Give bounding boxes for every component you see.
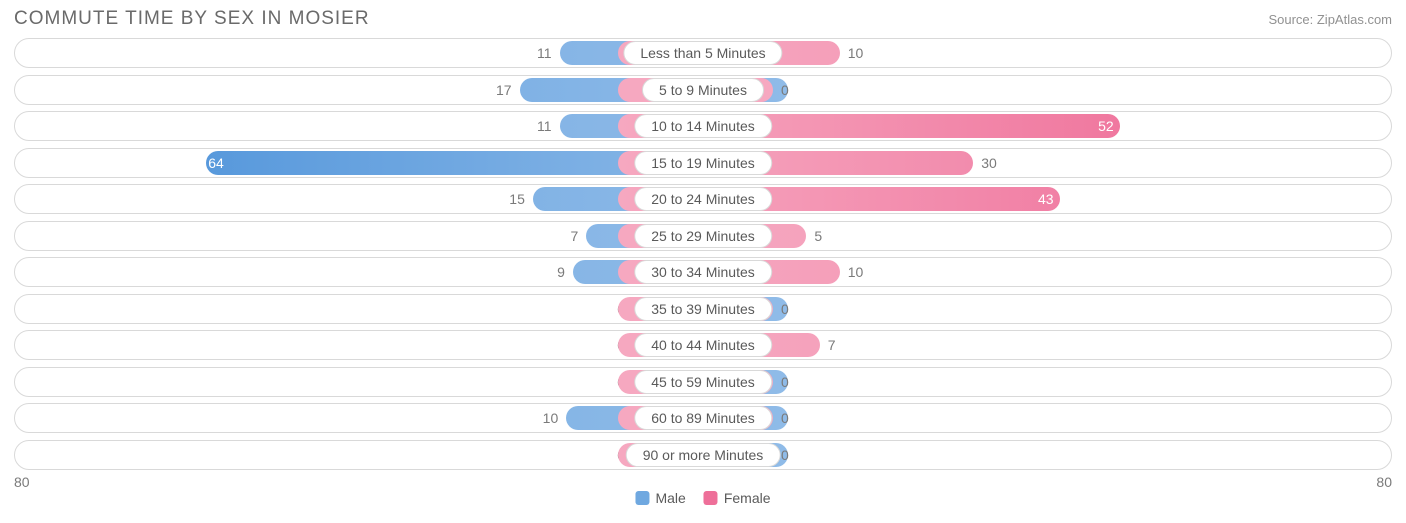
- legend-female-label: Female: [724, 490, 771, 506]
- chart-row: 9 10 30 to 34 Minutes: [14, 257, 1392, 287]
- axis-left-label: 80: [14, 474, 30, 490]
- female-value: 5: [814, 228, 822, 244]
- legend-male-swatch: [635, 491, 649, 505]
- chart-row: 64 30 15 to 19 Minutes: [14, 148, 1392, 178]
- category-label: 35 to 39 Minutes: [634, 297, 772, 321]
- chart-row: 10 0 60 to 89 Minutes: [14, 403, 1392, 433]
- category-label: 45 to 59 Minutes: [634, 370, 772, 394]
- chart-row: 17 0 5 to 9 Minutes: [14, 75, 1392, 105]
- male-value: 17: [496, 82, 512, 98]
- female-value: 0: [781, 82, 789, 98]
- male-value: 64: [208, 155, 224, 171]
- female-value: 10: [848, 264, 864, 280]
- female-value: 0: [781, 374, 789, 390]
- legend-male: Male: [635, 490, 685, 506]
- legend-female: Female: [704, 490, 771, 506]
- female-value: 43: [1038, 191, 1054, 207]
- category-label: 60 to 89 Minutes: [634, 406, 772, 430]
- chart-row: 11 52 10 to 14 Minutes: [14, 111, 1392, 141]
- female-value: 10: [848, 45, 864, 61]
- male-value: 11: [537, 45, 552, 61]
- chart-row: 7 5 25 to 29 Minutes: [14, 221, 1392, 251]
- chart-row: 0045 to 59 Minutes: [14, 367, 1392, 397]
- female-value: 0: [781, 410, 789, 426]
- female-value: 30: [981, 155, 997, 171]
- legend-male-label: Male: [655, 490, 685, 506]
- category-label: 10 to 14 Minutes: [634, 114, 772, 138]
- chart-row: 15 43 20 to 24 Minutes: [14, 184, 1392, 214]
- male-value: 10: [543, 410, 559, 426]
- category-label: 25 to 29 Minutes: [634, 224, 772, 248]
- category-label: 40 to 44 Minutes: [634, 333, 772, 357]
- chart-title: COMMUTE TIME BY SEX IN MOSIER: [14, 8, 370, 30]
- female-value: 52: [1098, 118, 1114, 134]
- legend-female-swatch: [704, 491, 718, 505]
- category-label: 30 to 34 Minutes: [634, 260, 772, 284]
- category-label: 90 or more Minutes: [626, 443, 781, 467]
- chart-row: 0740 to 44 Minutes: [14, 330, 1392, 360]
- category-label: Less than 5 Minutes: [623, 41, 782, 65]
- category-label: 5 to 9 Minutes: [642, 78, 764, 102]
- legend: Male Female: [635, 490, 770, 506]
- female-value: 0: [781, 301, 789, 317]
- male-value: 11: [537, 118, 552, 134]
- chart-row: 0090 or more Minutes: [14, 440, 1392, 470]
- chart-source: Source: ZipAtlas.com: [1268, 12, 1392, 27]
- male-value: 15: [509, 191, 525, 207]
- axis-right-label: 80: [1376, 474, 1392, 490]
- category-label: 15 to 19 Minutes: [634, 151, 772, 175]
- male-value: 7: [570, 228, 578, 244]
- female-value: 7: [828, 337, 836, 353]
- male-value: 9: [557, 264, 565, 280]
- female-value: 0: [781, 447, 789, 463]
- chart-row: 11 10 Less than 5 Minutes: [14, 38, 1392, 68]
- chart-area: 11 10 Less than 5 Minutes 17 0 5 to 9 Minutes…: [0, 34, 1406, 470]
- chart-row: 0035 to 39 Minutes: [14, 294, 1392, 324]
- category-label: 20 to 24 Minutes: [634, 187, 772, 211]
